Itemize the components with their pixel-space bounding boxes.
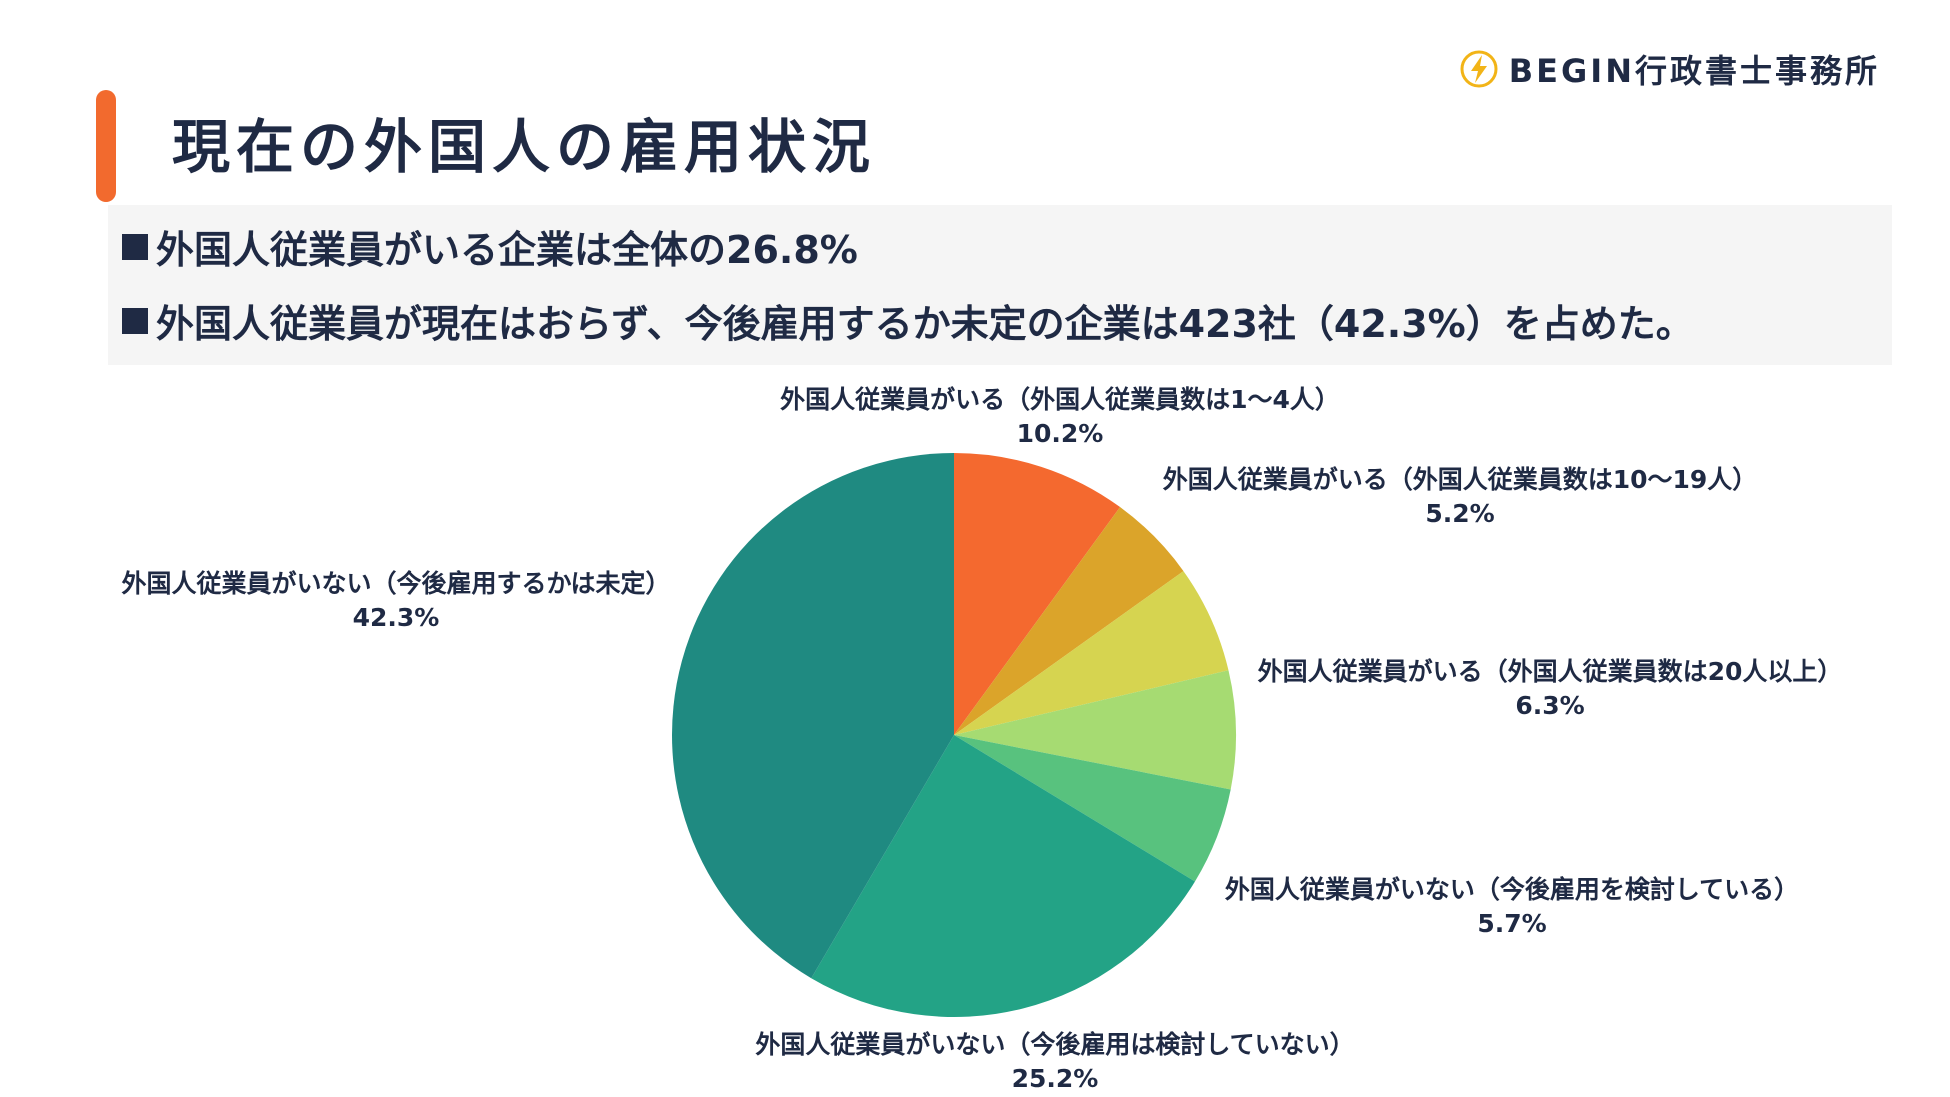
summary-text: 外国人従業員がいる企業は全体の26.8% [156,228,858,272]
slice-label-value: 42.3% [352,603,440,632]
pie-slice [672,453,954,979]
pie-slice [954,453,1121,735]
title-accent-bar [96,90,116,202]
lightning-icon [1460,50,1498,88]
square-bullet-icon [122,233,148,260]
page-title: 現在の外国人の雇用状況 [172,113,877,181]
summary-line: 外国人従業員が現在はおらず、今後雇用するか未定の企業は423社（42.3%）を占… [122,293,1694,348]
slice-label-text: 外国人従業員がいない（今後雇用を検討している） [1224,875,1800,904]
slice-label-value: 25.2% [1011,1064,1099,1093]
slice-label: 外国人従業員がいない（今後雇用は検討していない） 25.2% [655,1028,1455,1096]
square-bullet-icon [122,307,148,334]
slice-label-value: 5.7% [1477,909,1547,938]
slice-label-text: 外国人従業員がいる（外国人従業員数は20人以上） [1257,657,1843,686]
summary-text: 外国人従業員が現在はおらず、今後雇用するか未定の企業は423社（42.3%）を占… [156,302,1694,346]
slice-label: 外国人従業員がいない（今後雇用を検討している） 5.7% [1112,873,1912,941]
slice-label-value: 10.2% [1016,419,1104,448]
slice-label: 外国人従業員がいる（外国人従業員数は1〜4人） 10.2% [660,383,1460,451]
brand-name: BEGIN行政書士事務所 [1508,52,1880,90]
brand-logo: BEGIN行政書士事務所 [1459,46,1880,92]
slice-label-text: 外国人従業員がいる（外国人従業員数は1〜4人） [780,385,1340,414]
pie-slice [954,507,1184,735]
pie-slice [954,735,1231,882]
pie-slice [954,571,1229,735]
pie-slice [811,735,1195,1018]
slice-label-value: 6.3% [1515,691,1585,720]
slice-label-value: 5.2% [1425,499,1495,528]
pie-slice [954,670,1237,790]
slice-label-text: 外国人従業員がいない（今後雇用は検討していない） [755,1030,1355,1059]
summary-line: 外国人従業員がいる企業は全体の26.8% [122,219,858,274]
summary-box: 外国人従業員がいる企業は全体の26.8% 外国人従業員が現在はおらず、今後雇用す… [108,205,1892,365]
slice-label-text: 外国人従業員がいない（今後雇用するかは未定） [121,569,671,598]
slice-label: 外国人従業員がいる（外国人従業員数は20人以上） 6.3% [1150,655,1950,723]
slice-label-text: 外国人従業員がいる（外国人従業員数は10〜19人） [1162,465,1758,494]
slice-label: 外国人従業員がいる（外国人従業員数は10〜19人） 5.2% [1060,463,1860,531]
slice-label: 外国人従業員がいない（今後雇用するかは未定） 42.3% [0,567,796,635]
